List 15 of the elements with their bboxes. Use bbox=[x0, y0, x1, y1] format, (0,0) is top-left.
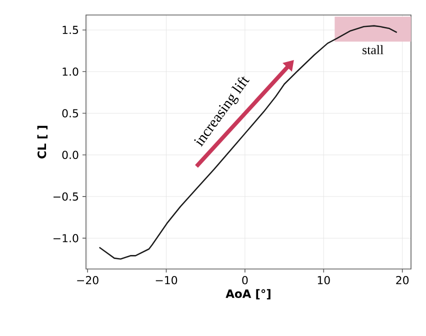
x-tick-label: −10 bbox=[156, 276, 178, 284]
y-tick-label: 0.5 bbox=[62, 109, 78, 118]
y-tick-label: −0.5 bbox=[54, 192, 78, 201]
y-tick-label: −1.0 bbox=[54, 234, 78, 242]
x-tick-label: 0 bbox=[242, 276, 248, 284]
line-series bbox=[98, 25, 398, 260]
x-tick-label: −20 bbox=[77, 276, 98, 284]
y-tick-label: 0.0 bbox=[62, 150, 78, 160]
x-tick-label: 20 bbox=[396, 276, 409, 284]
x-axis-title: AoA [°] bbox=[226, 289, 270, 300]
y-tick-label: 1.5 bbox=[62, 26, 78, 34]
y-tick-label: 1.0 bbox=[62, 67, 78, 76]
band-label: stall bbox=[362, 45, 384, 54]
y-axis-title: CL [ ] bbox=[37, 126, 48, 158]
x-tick-label: 10 bbox=[318, 276, 330, 284]
